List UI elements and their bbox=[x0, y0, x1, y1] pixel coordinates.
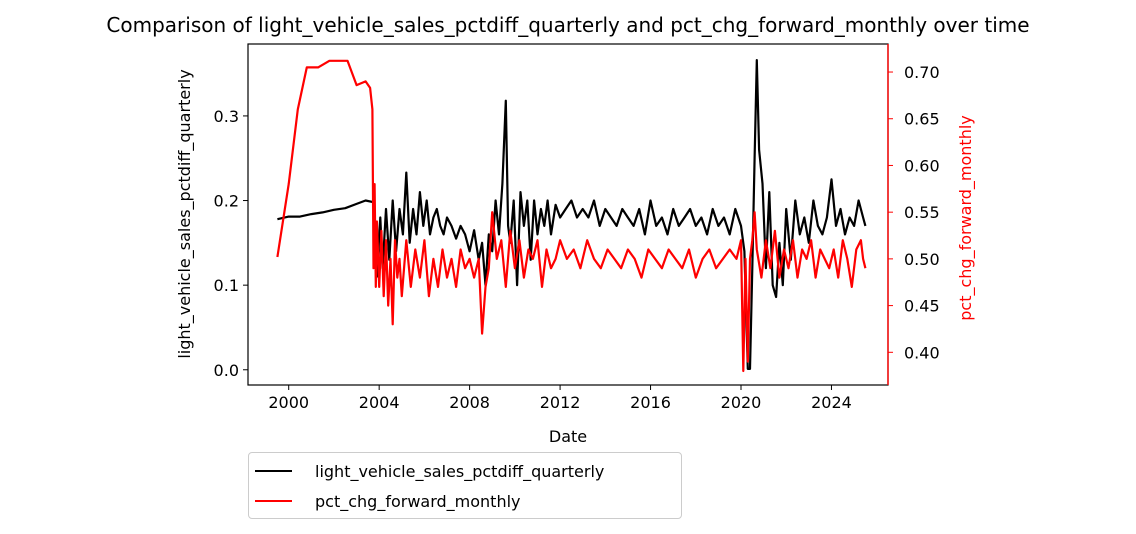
y-ticks-right: 0.40 0.45 0.50 0.55 0.60 0.65 0.70 bbox=[887, 44, 940, 385]
y-tick-label-right: 0.50 bbox=[904, 250, 940, 269]
chart-title: Comparison of light_vehicle_sales_pctdif… bbox=[106, 13, 1029, 37]
plot-frame bbox=[247, 43, 889, 386]
axes-layer bbox=[247, 43, 889, 386]
x-tick-label: 2008 bbox=[449, 393, 490, 412]
y-axis-label-right: pct_chg_forward_monthly bbox=[956, 115, 976, 321]
y-tick-label-right: 0.60 bbox=[904, 156, 940, 175]
y-tick-label-right: 0.65 bbox=[904, 110, 940, 129]
legend: light_vehicle_sales_pctdiff_quarterly pc… bbox=[248, 452, 682, 519]
y-tick-label-left: 0.1 bbox=[214, 276, 239, 295]
x-tick-label: 2004 bbox=[359, 393, 400, 412]
x-tick-label: 2016 bbox=[630, 393, 671, 412]
x-tick-label: 2012 bbox=[540, 393, 581, 412]
series-line-light-vehicle-sales bbox=[277, 58, 867, 370]
y-tick-label-left: 0.2 bbox=[214, 192, 239, 211]
x-tick-label: 2020 bbox=[721, 393, 762, 412]
series-line-pct-chg-forward bbox=[276, 59, 867, 373]
y-axis-label-left: light_vehicle_sales_pctdiff_quarterly bbox=[175, 69, 195, 358]
y-tick-label-left: 0.0 bbox=[214, 361, 239, 380]
legend-label: pct_chg_forward_monthly bbox=[315, 491, 521, 511]
x-ticks: 2000 2004 2008 2012 2016 2020 2024 bbox=[268, 385, 852, 412]
series-layer bbox=[276, 58, 867, 373]
legend-swatch-red bbox=[255, 500, 292, 502]
legend-swatch-black bbox=[255, 470, 292, 472]
y-tick-label-right: 0.70 bbox=[904, 63, 940, 82]
legend-label: light_vehicle_sales_pctdiff_quarterly bbox=[315, 461, 605, 481]
x-tick-label: 2024 bbox=[811, 393, 852, 412]
legend-entry-light-vehicle-sales: light_vehicle_sales_pctdiff_quarterly bbox=[255, 459, 604, 483]
y-tick-label-left: 0.3 bbox=[214, 107, 239, 126]
y-tick-label-right: 0.45 bbox=[904, 297, 940, 316]
legend-entry-pct-chg-forward: pct_chg_forward_monthly bbox=[255, 489, 521, 513]
y-ticks-left: 0.0 0.1 0.2 0.3 bbox=[214, 107, 248, 380]
x-tick-label: 2000 bbox=[268, 393, 309, 412]
y-tick-label-right: 0.40 bbox=[904, 343, 940, 362]
x-axis-label: Date bbox=[549, 427, 587, 446]
y-tick-label-right: 0.55 bbox=[904, 203, 940, 222]
